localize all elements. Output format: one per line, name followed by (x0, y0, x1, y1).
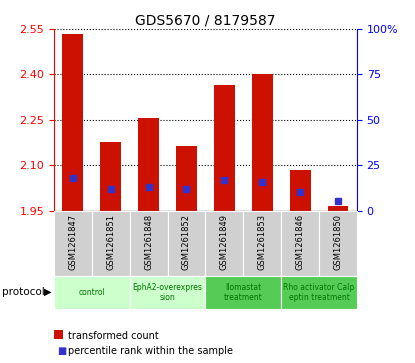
Text: GSM1261846: GSM1261846 (295, 214, 305, 270)
Bar (290, 170, 310, 211)
Text: ▶: ▶ (44, 287, 51, 297)
Text: transformed count: transformed count (68, 331, 159, 341)
Text: GSM1261850: GSM1261850 (334, 214, 342, 270)
FancyBboxPatch shape (281, 211, 319, 276)
Text: protocol: protocol (2, 287, 45, 297)
FancyBboxPatch shape (54, 276, 129, 309)
Text: GSM1261851: GSM1261851 (106, 214, 115, 270)
Bar (63, 33, 83, 211)
Text: control: control (78, 288, 105, 297)
FancyBboxPatch shape (243, 211, 281, 276)
FancyBboxPatch shape (168, 211, 205, 276)
Bar (214, 85, 235, 211)
FancyBboxPatch shape (205, 276, 281, 309)
Text: ■: ■ (57, 346, 66, 356)
Text: EphA2-overexpres
sion: EphA2-overexpres sion (133, 282, 203, 302)
Bar (100, 143, 121, 211)
Text: GSM1261848: GSM1261848 (144, 214, 153, 270)
Text: GSM1261849: GSM1261849 (220, 214, 229, 270)
Bar (138, 118, 159, 211)
Bar (252, 74, 273, 211)
FancyBboxPatch shape (319, 211, 357, 276)
Bar (176, 146, 197, 211)
Bar (327, 206, 348, 211)
Text: GSM1261847: GSM1261847 (68, 214, 77, 270)
FancyBboxPatch shape (92, 211, 129, 276)
Text: Rho activator Calp
eptin treatment: Rho activator Calp eptin treatment (283, 282, 355, 302)
Text: GSM1261852: GSM1261852 (182, 214, 191, 270)
Title: GDS5670 / 8179587: GDS5670 / 8179587 (135, 14, 276, 28)
Text: Ilomastat
treatment: Ilomastat treatment (224, 282, 263, 302)
FancyBboxPatch shape (129, 211, 168, 276)
FancyBboxPatch shape (281, 276, 357, 309)
FancyBboxPatch shape (54, 211, 92, 276)
Text: GSM1261853: GSM1261853 (258, 214, 267, 270)
Text: percentile rank within the sample: percentile rank within the sample (68, 346, 234, 356)
FancyBboxPatch shape (205, 211, 243, 276)
FancyBboxPatch shape (129, 276, 205, 309)
